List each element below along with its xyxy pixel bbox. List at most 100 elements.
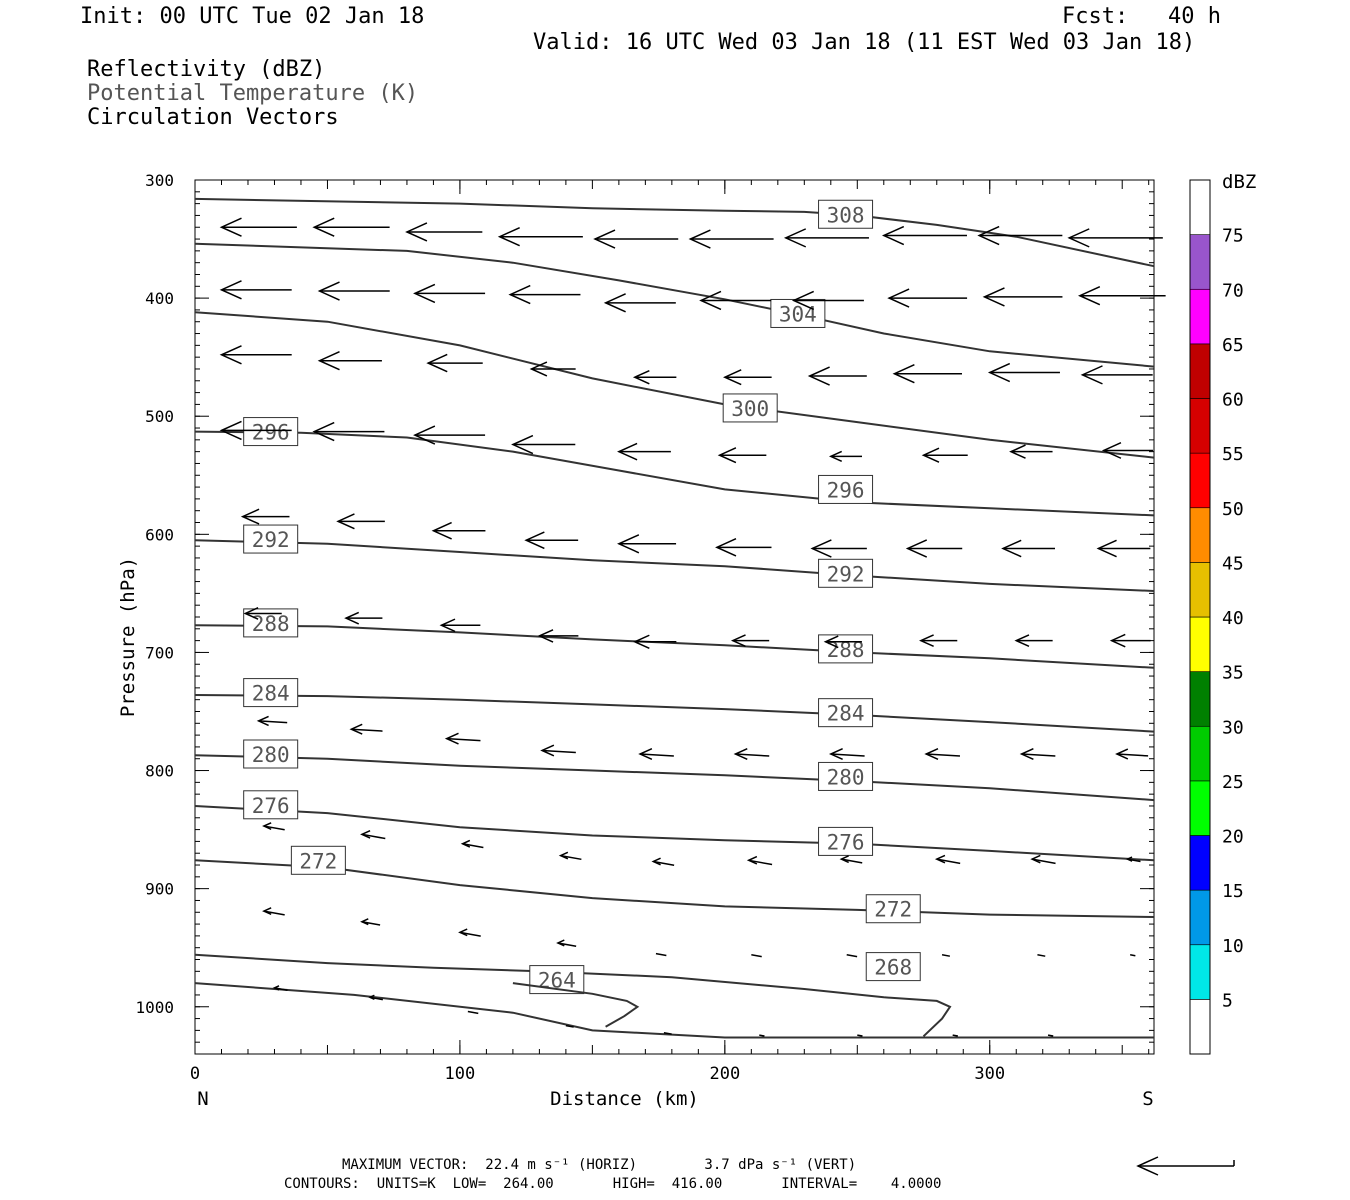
circulation-vector xyxy=(258,720,288,724)
field-reflectivity: Reflectivity (dBZ) xyxy=(87,57,326,82)
contour-label-box xyxy=(818,826,874,856)
x-left-end-label: N xyxy=(197,1088,208,1110)
plot-frame xyxy=(194,179,1155,1055)
circulation-vector xyxy=(1047,1034,1054,1037)
colorbar-box xyxy=(1189,234,1211,290)
theta-contour-300 xyxy=(194,311,1155,459)
vector-head xyxy=(529,361,548,377)
reference-vector-head xyxy=(1136,1156,1159,1176)
vector-head xyxy=(651,857,661,866)
colorbar-label: 70 xyxy=(1222,280,1244,301)
vector-head xyxy=(810,539,832,558)
vector-head xyxy=(823,635,839,649)
vector-head xyxy=(638,747,653,761)
theta-contour-280 xyxy=(194,754,1155,802)
vector-head xyxy=(617,534,640,554)
init-time: Init: 00 UTC Tue 02 Jan 18 xyxy=(80,4,425,29)
colorbar-frame xyxy=(1189,179,1211,1055)
y-tick-label: 1000 xyxy=(135,998,174,1017)
vector-head xyxy=(336,513,355,530)
colorbar-label: 25 xyxy=(1222,772,1244,793)
vector-head xyxy=(1096,539,1117,558)
theta-contour-292 xyxy=(194,539,1155,592)
vector-head xyxy=(558,851,569,860)
vector-head xyxy=(240,508,260,525)
y-tick-label: 300 xyxy=(145,171,174,190)
vector-head xyxy=(828,450,843,462)
circulation-vector xyxy=(560,854,582,861)
circulation-vector xyxy=(759,1034,765,1037)
vector-head xyxy=(219,420,242,441)
theta-contour-296 xyxy=(194,430,1155,517)
theta-contour-304 xyxy=(194,242,1155,368)
contour-label-box xyxy=(243,790,299,820)
forecast-hour: Fcst: 40 h xyxy=(1062,4,1221,29)
circulation-vector xyxy=(846,954,858,958)
field-vectors: Circulation Vectors xyxy=(87,105,339,130)
colorbar-box xyxy=(1189,179,1211,235)
vector-head xyxy=(1030,854,1041,864)
vector-head xyxy=(262,907,272,916)
colorbar-box xyxy=(1189,671,1211,727)
vector-head xyxy=(497,227,520,247)
circulation-vector xyxy=(565,1024,574,1028)
contour-label-box xyxy=(290,845,346,875)
valid-time: Valid: 16 UTC Wed 03 Jan 18 (11 EST Wed … xyxy=(533,30,1196,55)
vector-head xyxy=(977,225,1000,246)
x-tick-label: 200 xyxy=(709,1064,740,1084)
vector-head xyxy=(317,351,340,371)
theta-contour-264 xyxy=(194,982,1154,1039)
circulation-vector xyxy=(735,753,770,757)
contour-label: 276 xyxy=(827,830,865,854)
vector-head xyxy=(723,369,742,386)
vector-head xyxy=(1101,442,1122,459)
circulation-vector xyxy=(830,753,865,757)
theta-contour-272 xyxy=(194,859,1155,918)
vector-head xyxy=(243,607,259,620)
vector-head xyxy=(1080,365,1103,385)
colorbar-label: 10 xyxy=(1222,936,1244,957)
contour-label-box xyxy=(865,894,921,924)
theta-contour-276 xyxy=(194,805,1155,862)
vector-head xyxy=(987,362,1011,383)
contour-label-box xyxy=(243,739,299,769)
circulation-vector xyxy=(1032,858,1056,865)
colorbar-unit: dBZ xyxy=(1222,171,1256,193)
colorbar-label: 35 xyxy=(1222,663,1244,684)
contour-label: 296 xyxy=(252,421,290,445)
vector-head xyxy=(632,370,650,385)
vector-head xyxy=(413,425,436,445)
y-tick-label: 700 xyxy=(145,643,174,662)
circulation-vector xyxy=(952,1034,958,1037)
circulation-vector xyxy=(1021,753,1056,757)
field-theta: Potential Temperature (K) xyxy=(87,81,419,106)
vector-head xyxy=(934,854,946,864)
x-tick-label: 300 xyxy=(974,1064,1005,1084)
contour-label-box xyxy=(722,393,778,423)
contour-label-box xyxy=(818,474,874,504)
y-tick-label: 800 xyxy=(145,762,174,781)
contour-label: 276 xyxy=(252,794,290,818)
vector-head xyxy=(219,345,242,365)
vector-head xyxy=(1014,634,1030,648)
vector-head xyxy=(593,229,616,249)
vector-head xyxy=(413,283,436,304)
vector-head xyxy=(349,723,363,735)
vector-head xyxy=(511,434,534,455)
colorbar-label: 60 xyxy=(1222,390,1244,411)
vector-head xyxy=(368,994,375,1001)
theta-contour-264 xyxy=(512,982,640,1028)
vector-head xyxy=(262,822,272,831)
vector-head xyxy=(458,928,468,937)
circulation-vector xyxy=(748,859,773,866)
contour-label-box xyxy=(529,965,585,995)
colorbar-label: 50 xyxy=(1222,499,1244,520)
vector-head xyxy=(317,281,340,301)
vector-head xyxy=(524,531,545,550)
vector-head xyxy=(1125,856,1133,862)
circulation-vector xyxy=(936,858,961,865)
colorbar-label: 20 xyxy=(1222,827,1244,848)
vector-head xyxy=(1067,228,1090,248)
y-tick-label: 900 xyxy=(145,880,174,899)
contour-label-box xyxy=(770,298,826,328)
